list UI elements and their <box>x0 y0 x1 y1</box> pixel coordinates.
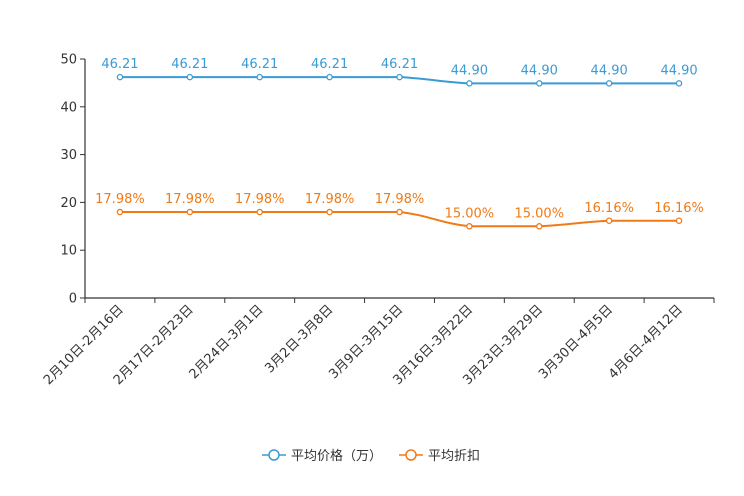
data-point <box>605 217 613 225</box>
data-label: 17.98% <box>375 192 425 207</box>
x-tick-label: 4月6日-4月12日 <box>606 302 686 382</box>
data-label: 17.98% <box>305 192 355 207</box>
data-point <box>605 80 613 87</box>
y-tick-label: 40 <box>60 100 77 115</box>
data-point <box>326 208 333 216</box>
legend[interactable]: 平均价格（万） 平均折扣 <box>262 448 480 464</box>
data-point <box>256 208 263 216</box>
y-tick-label: 30 <box>60 148 77 163</box>
data-point <box>186 73 194 81</box>
data-label: 17.98% <box>235 192 285 207</box>
data-label: 44.90 <box>451 63 488 78</box>
data-label: 44.90 <box>591 63 628 78</box>
data-point <box>675 217 683 225</box>
x-tick-label: 3月2日-3月8日 <box>262 302 336 376</box>
data-label: 16.16% <box>654 201 704 216</box>
y-tick-label: 0 <box>69 292 77 307</box>
data-label: 46.21 <box>311 57 348 72</box>
data-point <box>116 208 124 216</box>
data-point <box>675 80 683 87</box>
y-tick-label: 20 <box>60 196 77 211</box>
data-label: 46.21 <box>381 57 418 72</box>
y-tick-label: 50 <box>60 53 77 68</box>
data-label: 46.21 <box>101 57 138 72</box>
data-label: 44.90 <box>521 63 558 78</box>
data-point <box>536 223 543 230</box>
data-point <box>396 73 403 81</box>
data-point <box>256 73 263 81</box>
data-label: 15.00% <box>514 206 564 221</box>
data-label: 46.21 <box>171 57 208 72</box>
data-point <box>466 223 473 230</box>
legend-label: 平均折扣 <box>428 449 480 464</box>
data-label: 46.21 <box>241 57 278 72</box>
data-point <box>116 73 124 81</box>
x-tick-label: 2月24日-3月1日 <box>187 302 267 382</box>
x-axis-ticks: 2月10日-2月16日2月17日-2月23日2月24日-3月1日3月2日-3月8… <box>41 298 715 388</box>
x-tick-label: 3月30日-4月5日 <box>536 302 616 382</box>
data-point <box>396 208 403 216</box>
data-label: 44.90 <box>660 63 697 78</box>
data-point <box>326 73 333 81</box>
y-axis-ticks: 0 10 20 30 40 50 <box>60 53 85 307</box>
axes <box>84 59 714 299</box>
data-label: 17.98% <box>95 192 145 207</box>
series-layer <box>116 73 683 230</box>
data-label: 15.00% <box>445 206 495 221</box>
legend-item-1[interactable]: 平均折扣 <box>399 449 480 464</box>
legend-marker-icon <box>268 449 280 461</box>
data-point <box>536 80 543 87</box>
legend-marker-icon <box>405 449 417 461</box>
data-label: 16.16% <box>584 201 634 216</box>
data-label: 17.98% <box>165 192 215 207</box>
data-point <box>186 208 194 216</box>
data-labels: 46.21 46.21 46.21 46.21 46.21 44.90 44.90 44.90… <box>95 57 704 221</box>
data-point <box>466 80 473 87</box>
legend-item-0[interactable]: 平均价格（万） <box>262 448 382 464</box>
y-tick-label: 10 <box>60 244 77 259</box>
legend-label: 平均价格（万） <box>291 448 382 464</box>
x-tick-label: 3月9日-3月15日 <box>326 302 406 382</box>
